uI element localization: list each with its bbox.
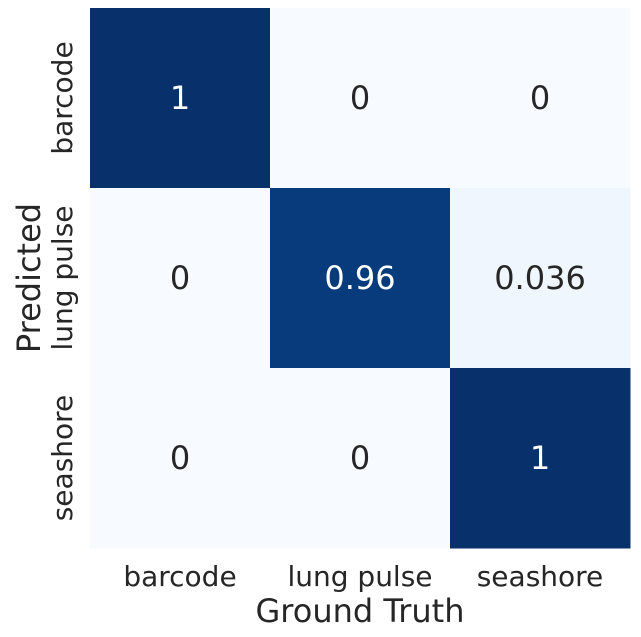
heatmap-cell <box>270 368 451 549</box>
heatmap-cell <box>90 368 271 549</box>
y-tick-label: barcode <box>46 41 79 154</box>
cell-value-label: 0 <box>350 79 370 117</box>
heatmap-cells <box>90 8 631 549</box>
cell-value-label: 0 <box>350 439 370 477</box>
x-tick-label: barcode <box>123 560 236 593</box>
heatmap-cell <box>450 188 631 369</box>
cell-value-label: 0 <box>530 79 550 117</box>
cell-value-label: 0.036 <box>494 259 586 297</box>
heatmap-cell <box>90 188 271 369</box>
cell-value-label: 1 <box>170 79 190 117</box>
heatmap-cell <box>450 8 631 189</box>
cell-value-label: 0.96 <box>324 259 395 297</box>
x-tick-label: lung pulse <box>287 560 432 593</box>
cell-value-label: 0 <box>170 439 190 477</box>
heatmap-cell <box>270 188 451 369</box>
cell-value-label: 0 <box>170 259 190 297</box>
y-tick-labels: barcode lung pulse seashore <box>46 41 79 521</box>
heatmap-cell <box>270 8 451 189</box>
cell-value-label: 1 <box>530 439 550 477</box>
x-axis-label: Ground Truth <box>256 592 465 630</box>
heatmap-cell <box>450 368 631 549</box>
y-tick-label: lung pulse <box>46 205 79 350</box>
heatmap-cell <box>90 8 271 189</box>
y-tick-label: seashore <box>46 395 79 522</box>
y-axis-label: Predicted <box>10 203 48 353</box>
x-tick-labels: barcode lung pulse seashore <box>123 560 603 593</box>
heatmap-cell-labels: 1 0 0 0 0.96 0.036 0 0 1 <box>170 79 586 477</box>
x-tick-label: seashore <box>477 560 604 593</box>
